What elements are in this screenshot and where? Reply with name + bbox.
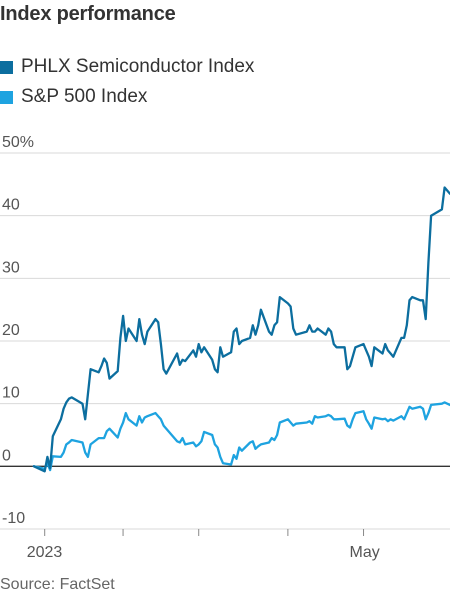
legend-swatch-sp500 — [0, 90, 13, 104]
x-tick-label: 2023 — [27, 544, 63, 561]
legend-item-sp500: S&P 500 Index — [0, 82, 254, 112]
series-lines — [32, 186, 450, 473]
legend-swatch-semiconductor — [0, 60, 13, 74]
legend-item-semiconductor: PHLX Semiconductor Index — [0, 52, 254, 82]
legend-label-sp500: S&P 500 Index — [21, 86, 148, 107]
y-tick-label: 30 — [2, 259, 20, 276]
y-tick-label: 40 — [2, 197, 20, 214]
legend: PHLX Semiconductor Index S&P 500 Index — [0, 52, 254, 112]
y-tick-label: 0 — [2, 447, 11, 464]
y-tick-label: 20 — [2, 322, 20, 339]
x-axis: 2023 May — [27, 529, 380, 561]
chart-title: Index performance — [0, 3, 176, 25]
legend-label-semiconductor: PHLX Semiconductor Index — [21, 56, 255, 77]
y-tick-label: -10 — [2, 510, 25, 527]
y-tick-label: 10 — [2, 385, 20, 402]
y-tick-label: 50% — [2, 134, 34, 151]
series-line-sp500 — [32, 401, 450, 472]
source-note: Source: FactSet — [0, 576, 115, 593]
y-axis-tick-labels: 50% 40 30 20 10 0 -10 — [2, 134, 34, 527]
gridlines — [0, 152, 450, 530]
x-tick-label: May — [350, 544, 380, 561]
series-line-semiconductor — [32, 186, 450, 473]
